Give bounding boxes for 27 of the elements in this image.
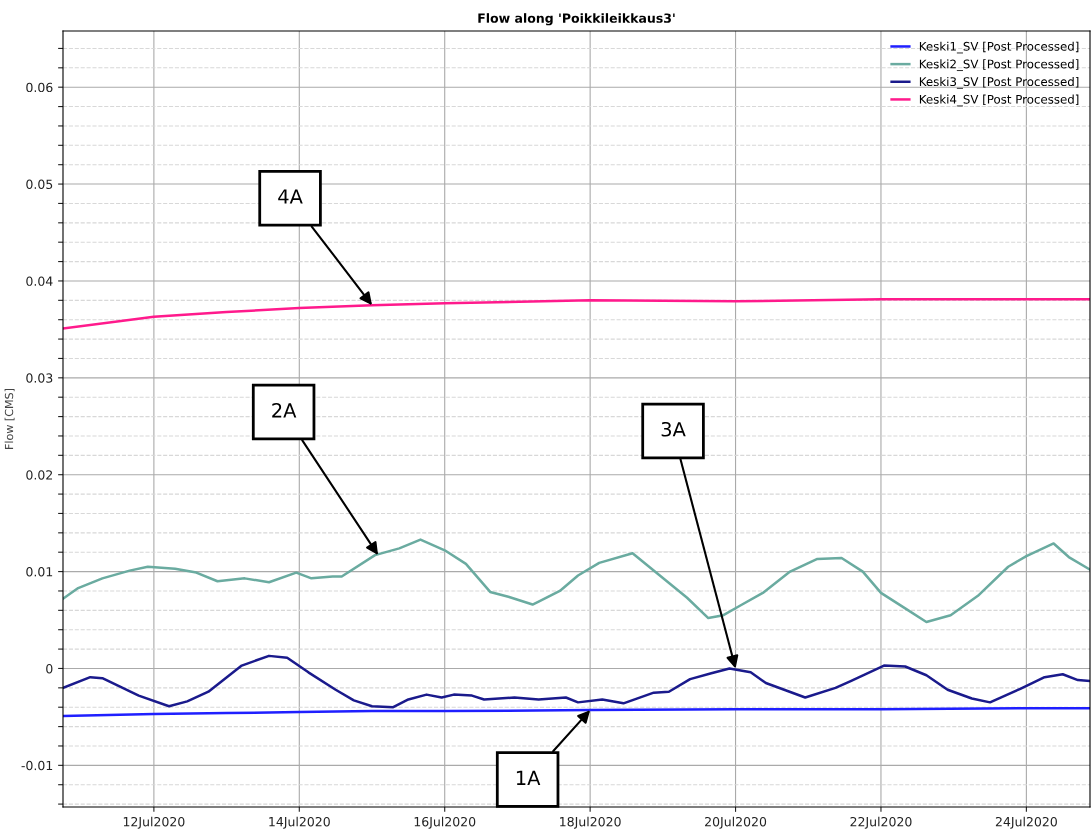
x-tick-label: 24Jul2020	[995, 816, 1057, 829]
y-tick-label: 0	[46, 663, 53, 674]
line-series	[63, 654, 1090, 709]
annotation: 2A	[272, 402, 297, 418]
x-tick-label: 22Jul2020	[850, 816, 912, 829]
legend-label: Keski3_SV [Post Processed]	[919, 76, 1079, 89]
x-tick-label: 18Jul2020	[560, 816, 621, 829]
x-tick-label: 14Jul2020	[269, 816, 330, 829]
y-tick-label: 0.03	[26, 373, 53, 383]
annotation: 3A	[661, 421, 686, 437]
x-tick-label: 12Jul2020	[123, 816, 185, 829]
y-tick-label: -0.01	[21, 760, 53, 771]
x-tick-label: 20Jul2020	[705, 816, 767, 829]
legend-label: Keski2_SV [Post Processed]	[919, 59, 1079, 72]
y-tick-label: 0.04	[26, 276, 53, 286]
legend-label: Keski4_SV [Post Processed]	[919, 94, 1079, 107]
annotation: 4A	[278, 189, 303, 204]
line-series	[63, 538, 1090, 624]
chart-title: Flow along 'Poikkileikkaus3'	[478, 13, 675, 26]
annotation: 1A	[516, 770, 541, 785]
y-tick-label: 0.02	[26, 470, 53, 480]
y-axis-title: Flow [CMS]	[4, 388, 15, 449]
y-tick-label: 0.05	[26, 179, 53, 189]
legend-label: Keski1_SV [Post Processed]	[919, 41, 1079, 54]
x-tick-label: 16Jul2020	[414, 816, 476, 829]
y-tick-label: 0.01	[26, 567, 53, 577]
y-tick-label: 0.06	[26, 82, 53, 93]
